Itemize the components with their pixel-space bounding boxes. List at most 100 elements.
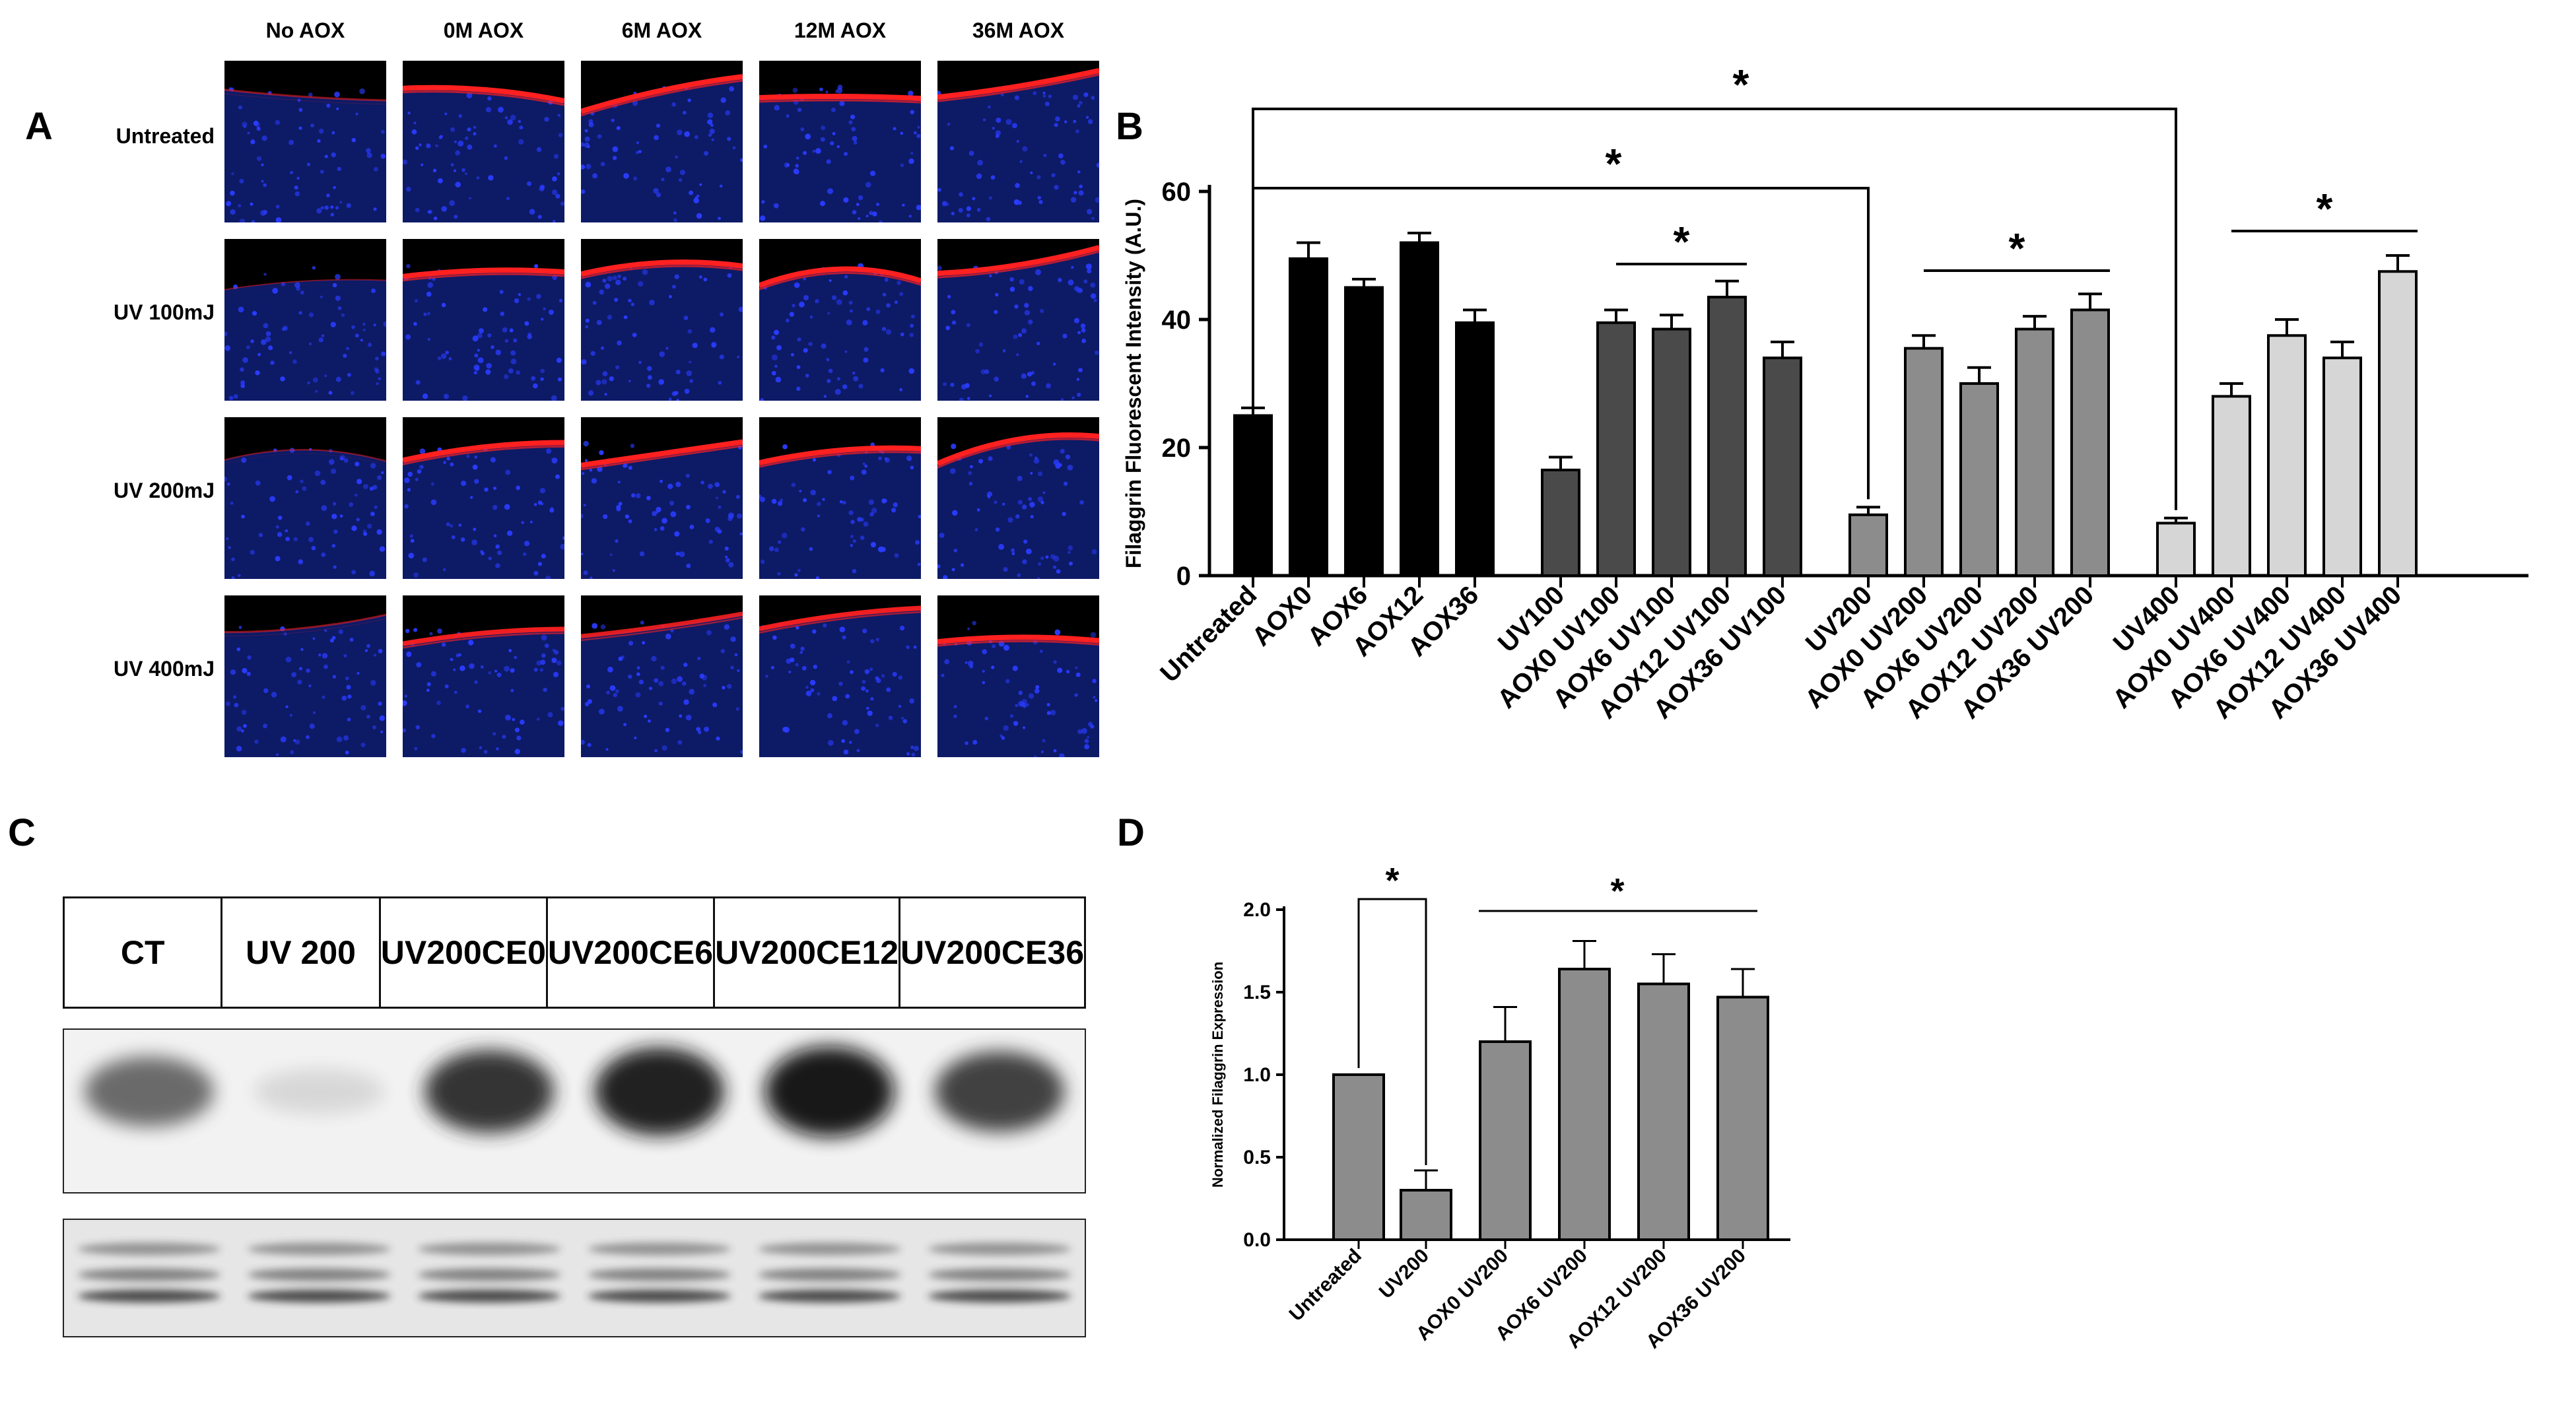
row-header: UV 200mJ [114,479,215,502]
nucleus-dot [667,483,673,489]
nucleus-dot [660,526,665,531]
nucleus-dot [646,384,651,388]
nucleus-dot [790,353,794,356]
nucleus-dot [850,475,855,481]
nucleus-dot [1075,129,1079,133]
column-header: 12M AOX [794,18,887,42]
nucleus-dot [654,135,659,141]
filaggrin-stain-line [759,266,921,288]
nucleus-dot [557,377,562,382]
nucleus-dot [243,125,247,129]
nucleus-dot [371,288,376,293]
nucleus-dot [765,675,768,678]
nucleus-dot [1000,734,1003,737]
nucleus-dot [322,695,325,699]
nucleus-dot [488,671,491,675]
nucleus-dot [378,649,383,654]
nucleus-dot [653,187,659,194]
nucleus-dot [588,390,594,396]
nucleus-dot [256,156,262,161]
nucleus-dot [224,331,228,337]
nucleus-dot [616,126,621,131]
nucleus-dot [233,285,238,289]
nucleus-dot [373,654,377,657]
nucleus-dot [450,657,454,661]
nucleus-dot [458,114,462,118]
nucleus-dot [288,351,292,354]
nucleus-dot [265,336,271,343]
nucleus-dot [343,735,349,741]
nucleus-dot [255,480,261,486]
nucleus-dot [686,504,691,510]
nucleus-dot [309,448,312,451]
nucleus-dot [1057,667,1063,673]
nucleus-dot [263,209,268,215]
nucleus-dot [796,156,799,160]
nucleus-dot [495,349,502,356]
nucleus-dot [720,312,724,317]
nucleus-dot [609,553,613,556]
blot-lane-label: CT [65,898,223,1007]
nucleus-dot [1030,171,1033,174]
nucleus-dot [790,644,796,649]
y-tick-label: 1.0 [1243,1064,1271,1086]
nucleus-dot [809,547,813,551]
nucleus-dot [656,506,661,513]
nucleus-dot [331,514,337,520]
nucleus-dot [945,325,951,331]
nucleus-dot [225,701,230,706]
nucleus-dot [812,458,816,462]
nucleus-dot [797,568,801,572]
x-tick-label: AOX12 UV200 [1563,1245,1671,1353]
nucleus-dot [1027,372,1033,377]
nucleus-dot [498,106,504,113]
bar [2378,270,2418,577]
nucleus-dot [827,713,832,719]
nucleus-dot [477,357,484,364]
nucleus-dot [1031,381,1036,386]
nucleus-dot [318,337,323,343]
nucleus-dot [289,448,295,453]
nucleus-dot [330,213,335,217]
nucleus-dot [240,367,244,372]
nucleus-dot [406,186,411,192]
loading-control-band [417,1242,561,1256]
nucleus-dot [864,347,869,352]
filaggrin-stain-line [224,449,386,462]
nucleus-dot [338,629,343,634]
nucleus-dot [696,727,701,731]
nucleus-dot [1060,160,1066,165]
nucleus-dot [465,136,469,140]
nucleus-dot [419,465,424,469]
nucleus-dot [615,539,619,543]
bar [1959,382,1999,577]
nucleus-dot [291,672,296,677]
nucleus-dot [711,343,716,348]
nucleus-dot [372,725,377,729]
nucleus-dot [700,481,704,485]
nucleus-dot [636,666,640,670]
nucleus-dot [1054,185,1059,190]
nucleus-dot [527,332,531,337]
nucleus-dot [263,688,269,693]
nucleus-dot [543,687,547,692]
micrograph-tile [224,417,386,579]
micrograph-tile [581,61,743,222]
nucleus-dot [623,315,628,319]
nucleus-dot [1077,170,1081,174]
nucleus-dot [858,217,861,220]
loading-control-band [928,1289,1071,1303]
nucleus-dot [972,621,976,626]
nucleus-dot [850,670,854,675]
blot-lane-label-line: CE12 [815,933,899,971]
nucleus-dot [367,343,372,347]
x-tick-label: UV200 [1800,580,1878,658]
nucleus-dot [819,87,823,92]
nucleus-dot [469,197,472,200]
nucleus-dot [635,151,639,154]
nucleus-dot [330,205,334,209]
nucleus-dot [965,741,968,745]
nucleus-dot [430,499,437,506]
nucleus-dot [1046,702,1050,707]
tissue-region [759,448,921,579]
